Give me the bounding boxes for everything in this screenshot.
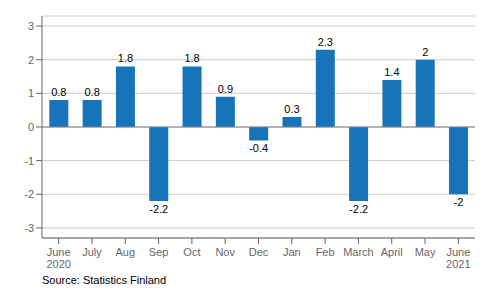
svg-text:0.8: 0.8 [84, 86, 99, 98]
svg-text:2: 2 [422, 46, 428, 58]
svg-text:0.3: 0.3 [284, 103, 299, 115]
svg-text:Dec: Dec [249, 246, 269, 258]
svg-text:Feb: Feb [316, 246, 335, 258]
svg-text:Oct: Oct [183, 246, 200, 258]
svg-text:-2: -2 [454, 196, 464, 208]
html-text:Source: Statistics Finland: Source: Statistics Finland [42, 274, 167, 286]
svg-text:1: 1 [28, 87, 34, 99]
svg-text:2.3: 2.3 [318, 36, 333, 48]
svg-text:June2021: June2021 [446, 246, 470, 270]
svg-text:1.8: 1.8 [118, 52, 133, 64]
svg-text:April: April [381, 246, 403, 258]
svg-text:-2.2: -2.2 [149, 203, 168, 215]
svg-text:-2.2: -2.2 [349, 203, 368, 215]
svg-text:-3: -3 [24, 222, 34, 234]
svg-text:Sep: Sep [149, 246, 169, 258]
svg-text:Nov: Nov [215, 246, 235, 258]
svg-text:-0.4: -0.4 [249, 142, 268, 154]
svg-text:2: 2 [28, 54, 34, 66]
svg-text:1.4: 1.4 [384, 66, 399, 78]
svg-text:0: 0 [28, 121, 34, 133]
svg-text:-2: -2 [24, 188, 34, 200]
svg-text:Aug: Aug [115, 246, 135, 258]
svg-text:1.8: 1.8 [184, 52, 199, 64]
svg-text:May: May [415, 246, 436, 258]
svg-text:March: March [343, 246, 374, 258]
svg-text:June2020: June2020 [46, 246, 70, 270]
svg-text:3: 3 [28, 20, 34, 32]
svg-text:July: July [82, 246, 102, 258]
svg-text:0.8: 0.8 [51, 86, 66, 98]
svg-text:0.9: 0.9 [218, 83, 233, 95]
svg-text:-1: -1 [24, 155, 34, 167]
svg-text:Jan: Jan [283, 246, 301, 258]
